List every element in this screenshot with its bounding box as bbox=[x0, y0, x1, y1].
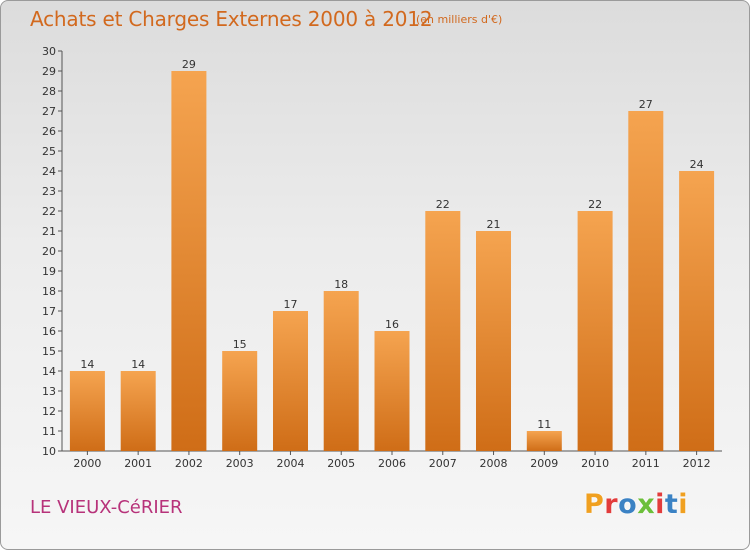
x-tick-label: 2012 bbox=[683, 457, 711, 470]
bar[interactable] bbox=[679, 171, 715, 451]
x-tick-label: 2005 bbox=[327, 457, 355, 470]
y-tick-label: 17 bbox=[42, 305, 56, 318]
x-tick-label: 2000 bbox=[73, 457, 101, 470]
chart-subtitle: (en milliers d'€) bbox=[416, 13, 503, 26]
x-tick-label: 2007 bbox=[429, 457, 457, 470]
commune-name: LE VIEUX-CéRIER bbox=[30, 497, 183, 518]
bar-value-label: 17 bbox=[284, 298, 298, 311]
bar-value-label: 18 bbox=[334, 278, 348, 291]
bar-value-label: 22 bbox=[436, 198, 450, 211]
y-tick-label: 13 bbox=[42, 385, 56, 398]
y-tick-label: 26 bbox=[42, 125, 56, 138]
y-tick-label: 10 bbox=[42, 445, 56, 458]
y-tick-label: 15 bbox=[42, 345, 56, 358]
bar-value-label: 14 bbox=[131, 358, 145, 371]
y-tick-label: 19 bbox=[42, 265, 56, 278]
y-tick-label: 11 bbox=[42, 425, 56, 438]
x-tick-label: 2006 bbox=[378, 457, 406, 470]
y-tick-label: 20 bbox=[42, 245, 56, 258]
bar[interactable] bbox=[222, 351, 258, 451]
bar-value-label: 27 bbox=[639, 98, 653, 111]
logo-letter: r bbox=[604, 489, 619, 520]
bar-value-label: 11 bbox=[537, 418, 551, 431]
logo-letter: i bbox=[678, 489, 689, 520]
y-tick-label: 25 bbox=[42, 145, 56, 158]
logo-letter: t bbox=[664, 489, 679, 520]
y-tick-label: 30 bbox=[42, 45, 56, 58]
logo-letter: P bbox=[584, 489, 605, 520]
bar-value-label: 14 bbox=[80, 358, 94, 371]
bar[interactable] bbox=[120, 371, 156, 451]
x-tick-label: 2001 bbox=[124, 457, 152, 470]
bar[interactable] bbox=[69, 371, 105, 451]
bar-value-label: 15 bbox=[233, 338, 247, 351]
bar[interactable] bbox=[526, 431, 562, 451]
logo-letter: o bbox=[618, 489, 638, 520]
bar-value-label: 22 bbox=[588, 198, 602, 211]
bar[interactable] bbox=[273, 311, 308, 451]
bar[interactable] bbox=[374, 331, 410, 451]
bar-value-label: 16 bbox=[385, 318, 399, 331]
bar[interactable] bbox=[323, 291, 359, 451]
y-tick-label: 16 bbox=[42, 325, 56, 338]
y-tick-label: 23 bbox=[42, 185, 56, 198]
bar[interactable] bbox=[425, 211, 461, 451]
y-tick-label: 29 bbox=[42, 65, 56, 78]
x-tick-label: 2003 bbox=[226, 457, 254, 470]
bar-value-label: 24 bbox=[690, 158, 704, 171]
x-tick-label: 2004 bbox=[277, 457, 305, 470]
logo-letter: x bbox=[637, 489, 656, 520]
x-tick-label: 2002 bbox=[175, 457, 203, 470]
bar[interactable] bbox=[577, 211, 613, 451]
bar[interactable] bbox=[628, 111, 664, 451]
x-tick-label: 2010 bbox=[581, 457, 609, 470]
y-tick-label: 18 bbox=[42, 285, 56, 298]
x-tick-label: 2008 bbox=[480, 457, 508, 470]
y-tick-label: 21 bbox=[42, 225, 56, 238]
x-tick-label: 2011 bbox=[632, 457, 660, 470]
y-tick-label: 27 bbox=[42, 105, 56, 118]
bar-value-label: 29 bbox=[182, 58, 196, 71]
chart-title: Achats et Charges Externes 2000 à 2012 bbox=[30, 7, 433, 31]
y-tick-label: 28 bbox=[42, 85, 56, 98]
x-tick-label: 2009 bbox=[530, 457, 558, 470]
bar-value-label: 21 bbox=[487, 218, 501, 231]
y-tick-label: 24 bbox=[42, 165, 56, 178]
bar[interactable] bbox=[171, 71, 207, 451]
logo-letter: i bbox=[655, 489, 665, 520]
bar[interactable] bbox=[476, 231, 511, 451]
y-tick-label: 22 bbox=[42, 205, 56, 218]
y-tick-label: 14 bbox=[42, 365, 56, 378]
proxiti-logo[interactable]: Proxiti bbox=[584, 489, 688, 520]
y-tick-label: 12 bbox=[42, 405, 56, 418]
